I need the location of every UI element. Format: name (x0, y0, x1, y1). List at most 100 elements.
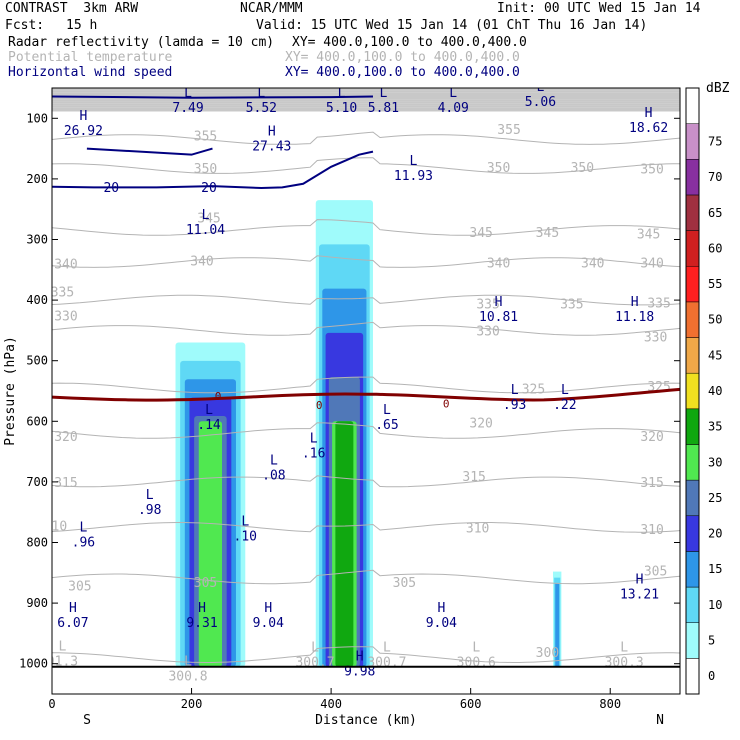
theta-label: 310 (466, 521, 489, 536)
y-tick-label: 1000 (19, 657, 48, 671)
isotach-upper (52, 95, 373, 99)
low-marker: L (338, 86, 346, 101)
colorbar-label: 10 (708, 598, 722, 612)
extremum-value: 11.93 (394, 169, 433, 184)
theta-label: 350 (194, 162, 217, 177)
theta-label: 335 (647, 297, 670, 312)
high-marker: H (631, 295, 639, 310)
low-marker: L (146, 488, 154, 503)
low-marker: L (383, 403, 391, 418)
high-marker: H (69, 601, 77, 616)
theta-label: 305 (68, 580, 91, 595)
low-marker: L (257, 86, 265, 101)
valid-time: Valid: 15 UTC Wed 15 Jan 14 (01 ChT Thu … (256, 18, 648, 33)
field-theta-name: Potential temperature (8, 50, 173, 65)
high-marker: H (645, 106, 653, 121)
colorbar-label: 65 (708, 206, 722, 220)
theta-contour-350 (52, 157, 680, 174)
theta-label: 315 (462, 470, 485, 485)
colorbar-swatch-0 (685, 658, 700, 695)
high-marker: H (198, 601, 206, 616)
reflectivity-cell-2-15 (555, 583, 560, 667)
theta-label: 330 (476, 324, 499, 339)
extremum-value: .93 (503, 398, 526, 413)
theta-label: 305 (194, 576, 217, 591)
extremum-value: 9.04 (253, 616, 284, 631)
low-marker: L (59, 639, 67, 654)
theta-label: 305 (644, 564, 667, 579)
colorbar-label: 25 (708, 491, 722, 505)
extremum-value: .98 (138, 503, 161, 518)
colorbar-label: 40 (708, 384, 722, 398)
theta-contour-355 (52, 131, 680, 145)
extremum-value: .08 (262, 468, 285, 483)
extremum-value: 7.49 (172, 101, 203, 116)
y-tick-label: 700 (26, 475, 48, 489)
colorbar-label: 15 (708, 562, 722, 576)
extremum-value: 300.7 (367, 656, 406, 671)
high-marker: H (264, 601, 272, 616)
colorbar-frame (685, 87, 700, 695)
extremum-value: .96 (72, 536, 95, 551)
field-theta-xy: XY= 400.0,100.0 to 400.0,400.0 (285, 50, 520, 65)
x-tick-label: 200 (181, 697, 203, 711)
y-tick-label: 200 (26, 172, 48, 186)
extremum-value: .22 (553, 398, 576, 413)
low-marker: L (410, 154, 418, 169)
colorbar-label: 50 (708, 313, 722, 327)
theta-contour-325 (52, 376, 680, 394)
colorbar-label: 0 (708, 669, 715, 683)
high-marker: H (636, 573, 644, 588)
high-marker: H (268, 124, 276, 139)
low-marker: L (561, 383, 569, 398)
zero-isotherm-line (52, 387, 680, 402)
colorbar-swatch-65 (685, 194, 700, 231)
theta-label: 355 (194, 129, 217, 144)
isotach-label: 20 (201, 181, 217, 196)
colorbar-swatch-40 (685, 372, 700, 410)
isotach-label: 20 (103, 181, 119, 196)
x-tick-label: 400 (320, 697, 342, 711)
colorbar-swatch-20 (685, 515, 700, 552)
reflectivity-cell-1-35 (335, 421, 354, 667)
x-axis-label: Distance (km) (315, 713, 417, 728)
fcst-label: Fcst: (5, 18, 45, 33)
theta-contour-330 (52, 321, 680, 336)
colorbar-label: 75 (708, 134, 722, 148)
high-marker: H (356, 650, 364, 665)
colorbar-label: 35 (708, 420, 722, 434)
theta-label: 310 (44, 520, 67, 535)
low-marker: L (79, 521, 87, 536)
theta-contour-340 (52, 255, 680, 268)
extremum-value: 5.81 (368, 101, 399, 116)
extremum-value: 11.18 (615, 310, 654, 325)
low-marker: L (184, 86, 192, 101)
theta-label: 330 (644, 330, 667, 345)
extremum-value: 9.98 (344, 665, 375, 680)
y-axis-label: Pressure (hPa) (3, 336, 18, 446)
zero-isotherm-label: 0 (215, 390, 222, 403)
low-marker: L (383, 641, 391, 656)
theta-label: 345 (469, 226, 492, 241)
theta-label: 350 (571, 161, 594, 176)
theta-contour-335 (52, 294, 680, 306)
theta-label: 315 (640, 476, 663, 491)
model-title: CONTRAST 3km ARW (5, 1, 139, 16)
init-time: Init: 00 UTC Wed 15 Jan 14 (497, 1, 701, 16)
low-marker: L (472, 641, 480, 656)
low-marker: L (511, 383, 519, 398)
low-marker: L (310, 432, 318, 447)
extremum-value: 5.06 (525, 95, 556, 110)
reflectivity-cell-0-30 (198, 421, 223, 667)
theta-label: 340 (640, 257, 663, 272)
colorbar: dBZ 0 5 10 15 20 25 30 35 40 45 50 55 60 65 70 75 (685, 81, 730, 695)
reflectivity-cells (175, 200, 562, 667)
colorbar-swatch-45 (685, 337, 700, 374)
x-tick-label: 0 (48, 697, 55, 711)
colorbar-swatch-50 (685, 301, 700, 338)
extremum-value: 27.43 (252, 139, 291, 154)
low-marker: L (537, 80, 545, 95)
theta-label: 325 (522, 383, 545, 398)
